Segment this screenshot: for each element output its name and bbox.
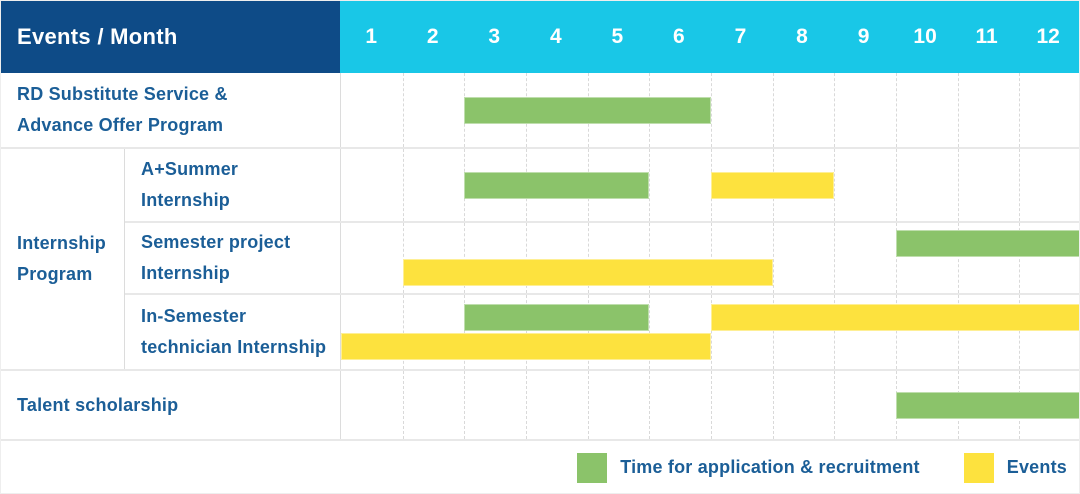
gantt-track-a-plus-summer [341, 149, 1079, 221]
month-grid-cell [341, 223, 403, 293]
month-grid-cell [896, 73, 958, 147]
month-grid-cell [587, 295, 650, 369]
month-grid-cell [957, 223, 1020, 293]
month-header-7: 7 [734, 25, 747, 48]
month-header-4: 4 [549, 25, 562, 48]
month-header-10: 10 [913, 25, 937, 48]
table-row-rd-substitute: RD Substitute Service & Advance Offer Pr… [1, 73, 1079, 149]
group-label-internship-program: Internship Program [1, 149, 125, 369]
gantt-bar-application [464, 96, 711, 124]
month-grid-cell [834, 295, 896, 369]
month-header-12: 12 [1036, 25, 1060, 48]
month-grid-cell [649, 371, 711, 439]
gantt-track-talent-scholarship [341, 371, 1079, 439]
table-row-a-plus-summer: A+Summer Internship [125, 149, 1079, 223]
month-grid-cell [1019, 149, 1079, 221]
month-grid-cell [587, 223, 650, 293]
month-grid-cell [957, 149, 1020, 221]
month-grid-cell [649, 149, 711, 221]
month-grid-cell [1019, 295, 1079, 369]
month-grid-cell [649, 223, 711, 293]
legend-item-application: Time for application & recruitment [577, 452, 920, 483]
month-grid-cell [464, 371, 526, 439]
month-grid-cell [402, 295, 465, 369]
month-grid-cell [896, 295, 958, 369]
gantt-bar-application [464, 171, 650, 199]
month-grid-cell [834, 371, 896, 439]
month-grid-cell [711, 73, 773, 147]
internship-program-group: Internship Program A+Summer Internship S… [1, 149, 1079, 371]
month-header-1: 1 [365, 25, 377, 48]
row-label-in-semester: In-Semester technician Internship [125, 295, 341, 369]
gantt-track-in-semester [341, 295, 1079, 369]
month-grid-cell [526, 371, 588, 439]
legend-swatch-events-icon [963, 452, 994, 483]
month-grid-cell [772, 73, 835, 147]
row-label-talent-scholarship: Talent scholarship [1, 371, 341, 439]
month-grid-cell [711, 223, 773, 293]
month-grid-cell [587, 371, 650, 439]
month-grid-cell [772, 223, 835, 293]
month-grid-cell [834, 223, 896, 293]
month-header-5: 5 [611, 25, 624, 48]
month-grid-cell [464, 295, 526, 369]
month-grid-cell [649, 295, 711, 369]
month-grid-cell [341, 149, 403, 221]
table-title: Events / Month [1, 1, 341, 73]
month-header-9: 9 [857, 25, 870, 48]
month-grid-cell [402, 371, 465, 439]
month-grid-cell [772, 295, 835, 369]
month-grid-cell [1019, 73, 1079, 147]
month-grid-cell [896, 223, 958, 293]
gantt-bar-event [402, 259, 773, 286]
gantt-bar-application [896, 391, 1079, 419]
month-grid-cell [896, 149, 958, 221]
gantt-bar-application [464, 304, 650, 331]
row-label-a-plus-summer: A+Summer Internship [125, 149, 341, 221]
month-grid-cell [341, 73, 403, 147]
month-grid-cell [957, 73, 1020, 147]
table-row-in-semester: In-Semester technician Internship [125, 295, 1079, 369]
internship-program-subrows: A+Summer Internship Semester project Int… [125, 149, 1079, 369]
month-grid-cell [834, 73, 896, 147]
month-grid-cell [464, 223, 526, 293]
month-header-2: 2 [426, 25, 439, 48]
legend-label-application: Time for application & recruitment [620, 457, 920, 477]
legend-label-events: Events [1006, 457, 1067, 477]
table-row-semester-project: Semester project Internship [125, 223, 1079, 295]
legend: Time for application & recruitment Event… [1, 441, 1079, 493]
table-header-row: Events / Month 1 2 3 4 5 6 7 8 9 10 11 1… [1, 1, 1079, 73]
month-grid-cell [526, 295, 588, 369]
month-grid-cell [402, 223, 465, 293]
table-body: RD Substitute Service & Advance Offer Pr… [1, 73, 1079, 441]
gantt-bar-event [711, 304, 1079, 331]
gantt-bar-event [711, 171, 835, 199]
month-grid-cell [957, 295, 1020, 369]
month-grid-cell [834, 149, 896, 221]
month-header-row: 1 2 3 4 5 6 7 8 9 10 11 12 [340, 1, 1079, 73]
gantt-track-semester-project [341, 223, 1079, 293]
row-label-semester-project: Semester project Internship [125, 223, 341, 293]
gantt-bar-application [896, 230, 1079, 257]
month-grid-cell [402, 149, 465, 221]
month-header-11: 11 [975, 25, 998, 48]
table-row-talent-scholarship: Talent scholarship [1, 371, 1079, 441]
month-grid-cell [526, 223, 588, 293]
month-grid-cell [341, 371, 403, 439]
legend-swatch-application-icon [577, 452, 608, 483]
row-label-rd-substitute: RD Substitute Service & Advance Offer Pr… [1, 73, 341, 147]
month-grid-cell [402, 73, 465, 147]
month-header-3: 3 [488, 25, 501, 48]
month-grid-cell [772, 371, 835, 439]
month-grid-cell [1019, 223, 1079, 293]
gantt-track-rd-substitute [341, 73, 1079, 147]
month-grid-cell [711, 295, 773, 369]
month-grid-cell [711, 371, 773, 439]
month-header-8: 8 [796, 25, 808, 48]
gantt-bar-event [341, 333, 711, 360]
legend-item-events: Events [963, 452, 1067, 483]
month-header-6: 6 [673, 25, 685, 48]
